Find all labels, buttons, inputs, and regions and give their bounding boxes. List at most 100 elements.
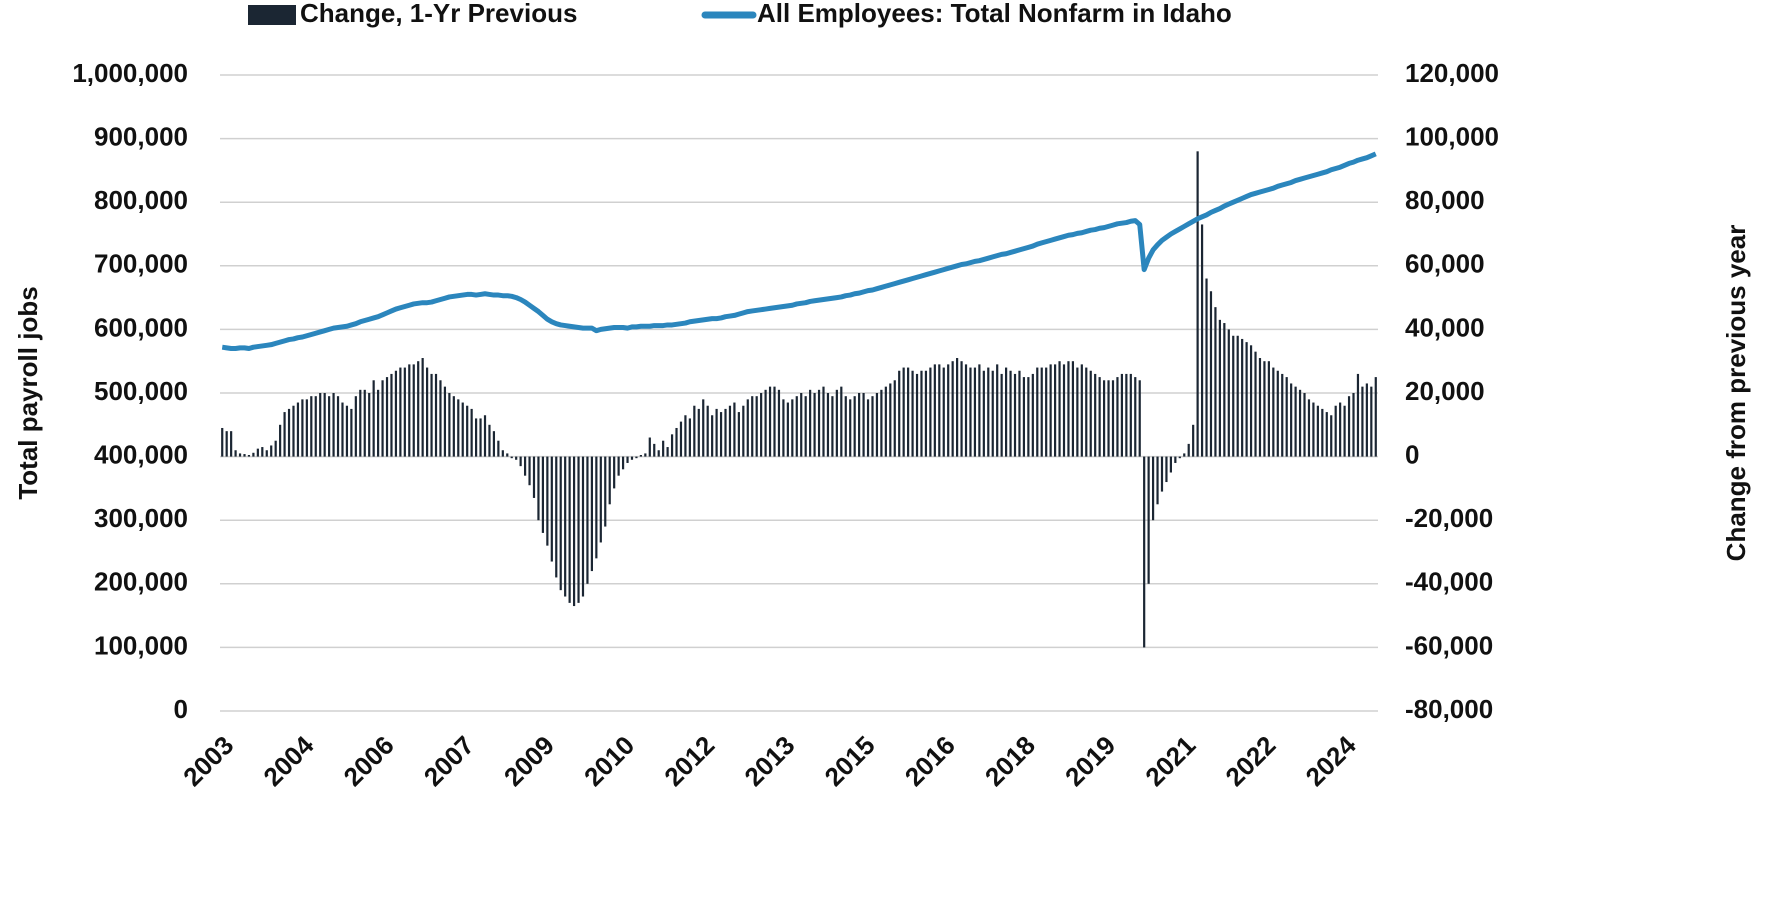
bar — [982, 370, 985, 457]
bar — [791, 399, 794, 457]
bar — [1254, 351, 1257, 457]
bar — [1085, 367, 1088, 457]
bar — [1045, 367, 1048, 457]
bar — [786, 402, 789, 457]
bar — [1232, 335, 1235, 457]
bar — [866, 399, 870, 457]
bar — [350, 408, 353, 457]
bar — [1245, 342, 1248, 457]
y2-tick-label: -20,000 — [1405, 503, 1493, 533]
bar — [1062, 364, 1066, 457]
bar — [1107, 380, 1110, 457]
bar — [1209, 291, 1213, 457]
bar — [1098, 377, 1101, 457]
bar — [541, 456, 545, 533]
bar — [434, 373, 438, 457]
y2-tick-label: 120,000 — [1405, 58, 1499, 88]
bar — [702, 399, 705, 457]
bar — [1067, 361, 1070, 457]
bar — [448, 393, 451, 457]
bar — [515, 456, 518, 460]
bar — [426, 367, 429, 457]
bar — [559, 456, 562, 591]
bar — [310, 396, 313, 457]
legend-label: All Employees: Total Nonfarm in Idaho — [757, 0, 1232, 28]
bar — [893, 380, 896, 457]
y2-tick-label: 0 — [1405, 439, 1419, 469]
bar — [483, 415, 487, 457]
bar — [546, 456, 549, 546]
y2-tick-label: -80,000 — [1405, 694, 1493, 724]
bar — [279, 424, 282, 457]
bar — [1290, 383, 1293, 457]
bar — [1018, 370, 1021, 457]
bar — [1080, 364, 1083, 457]
bar — [1281, 373, 1284, 457]
bar — [336, 396, 340, 457]
bar — [328, 396, 331, 457]
y-tick-label: 1,000,000 — [72, 58, 188, 88]
bar — [675, 427, 678, 457]
bar — [951, 361, 954, 457]
bar — [403, 367, 406, 457]
y2-tick-label: 20,000 — [1405, 376, 1485, 406]
x-tick-label: 2009 — [498, 730, 560, 792]
bar — [1129, 373, 1132, 457]
bar — [390, 373, 393, 457]
bar — [501, 450, 504, 457]
bar — [644, 453, 647, 457]
bar — [617, 456, 620, 476]
bar — [630, 456, 634, 460]
bar — [1027, 377, 1030, 457]
bar — [421, 358, 424, 457]
bar — [283, 412, 286, 457]
bar — [1094, 373, 1097, 457]
bar — [1236, 335, 1239, 457]
bar — [1058, 361, 1061, 457]
bar — [323, 393, 326, 457]
x-tick-label: 2013 — [738, 730, 800, 792]
legend-label: Change, 1-Yr Previous — [300, 0, 577, 28]
bar — [849, 399, 852, 457]
bar — [835, 389, 838, 457]
bar — [688, 418, 691, 457]
bar — [305, 399, 308, 457]
bar — [809, 389, 812, 457]
bar — [457, 399, 460, 457]
bar — [969, 367, 972, 457]
bar — [1120, 373, 1124, 457]
bar — [412, 364, 415, 457]
bar — [813, 393, 816, 457]
bar — [599, 456, 602, 543]
bar — [1370, 386, 1373, 457]
bar — [1031, 373, 1034, 457]
bar — [314, 396, 317, 457]
bar — [1343, 405, 1346, 457]
bar — [1218, 319, 1221, 457]
bar — [247, 455, 251, 457]
bar — [746, 399, 749, 457]
bar — [1347, 396, 1351, 457]
bar — [523, 456, 527, 476]
bar — [572, 456, 576, 607]
bar — [1049, 364, 1052, 457]
bar — [737, 412, 740, 457]
bar — [960, 361, 963, 457]
bar — [550, 456, 553, 562]
bar — [381, 380, 384, 457]
bar — [777, 389, 781, 457]
y-tick-label: 500,000 — [94, 376, 188, 406]
bar — [1330, 415, 1333, 457]
bar — [221, 427, 224, 457]
bar — [1303, 393, 1306, 457]
bar — [1156, 456, 1159, 505]
x-tick-label: 2022 — [1219, 730, 1281, 792]
bar — [920, 370, 923, 457]
bar — [1116, 377, 1119, 457]
bar — [1298, 389, 1302, 457]
bar — [800, 393, 803, 457]
legend-swatch — [248, 5, 296, 25]
bar — [287, 408, 291, 457]
bar — [942, 367, 945, 457]
y-tick-label: 700,000 — [94, 249, 188, 279]
